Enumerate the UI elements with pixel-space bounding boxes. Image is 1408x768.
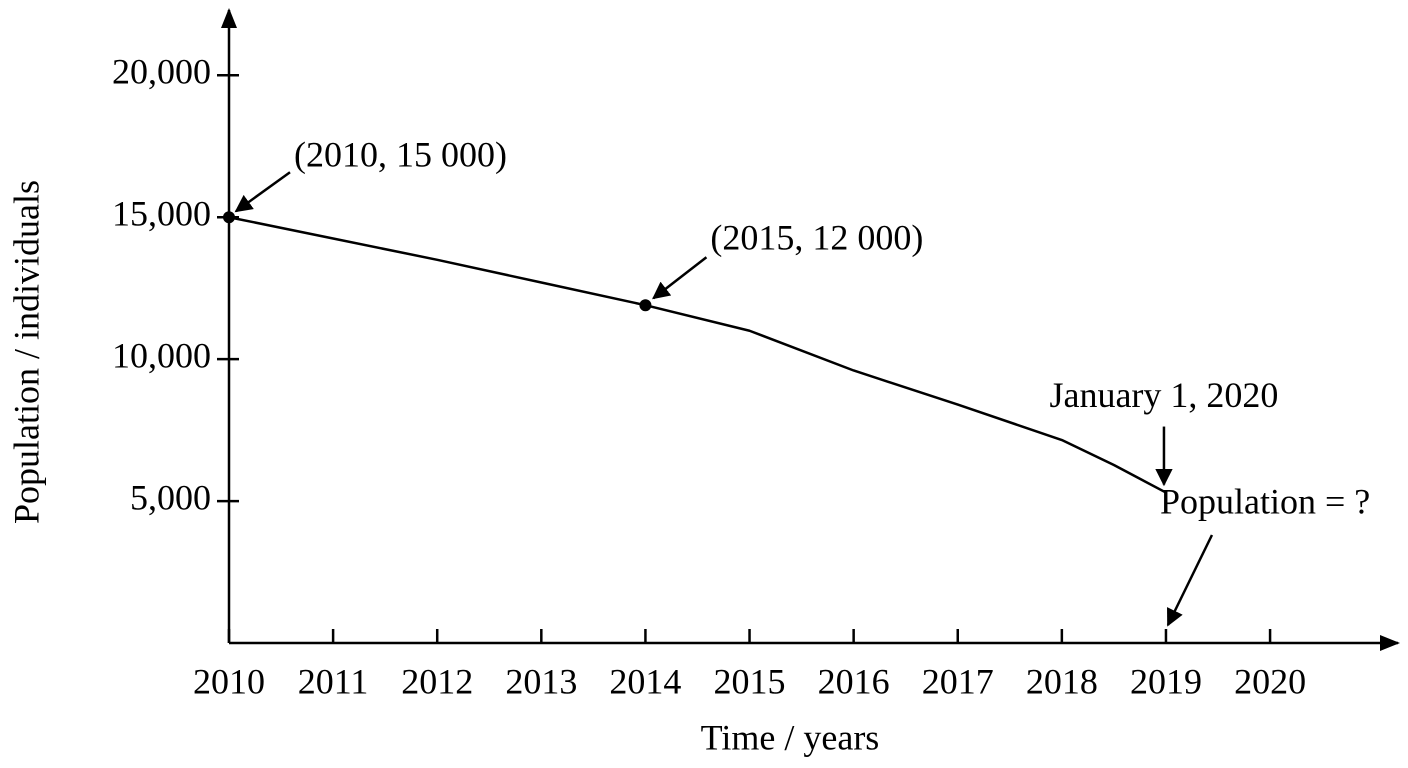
x-tick-label: 2011 — [298, 661, 369, 701]
x-tick-label: 2013 — [505, 661, 577, 701]
annotation-text: January 1, 2020 — [1049, 375, 1278, 415]
x-tick-label: 2012 — [401, 661, 473, 701]
line-series — [228, 215, 1167, 494]
x-tick-label: 2018 — [1026, 661, 1098, 701]
x-tick-label: 2017 — [922, 661, 994, 701]
annotation-text: (2015, 12 000) — [710, 217, 923, 257]
annotation-text: Population = ? — [1160, 481, 1370, 521]
x-tick-label: 2015 — [714, 661, 786, 701]
y-tick-label: 20,000 — [112, 52, 211, 92]
y-axis-label: Population / individuals — [6, 180, 46, 524]
x-tick-label: 2019 — [1130, 661, 1202, 701]
point-marker — [223, 211, 235, 224]
y-tick-label: 5,000 — [130, 477, 211, 517]
annotation-arrow — [652, 256, 708, 300]
x-tick-label: 2010 — [193, 661, 265, 701]
annotation-arrow — [1166, 534, 1214, 627]
annotation-arrow — [234, 171, 291, 213]
x-axis-label: Time / years — [701, 717, 880, 757]
y-tick-label: 10,000 — [112, 335, 211, 375]
point-marker — [639, 299, 652, 312]
x-tick-label: 2014 — [609, 661, 681, 701]
annotation-text: (2010, 15 000) — [294, 134, 507, 174]
y-tick-label: 15,000 — [112, 193, 211, 233]
x-tick-label: 2016 — [818, 661, 890, 701]
x-tick-label: 2020 — [1234, 661, 1306, 701]
